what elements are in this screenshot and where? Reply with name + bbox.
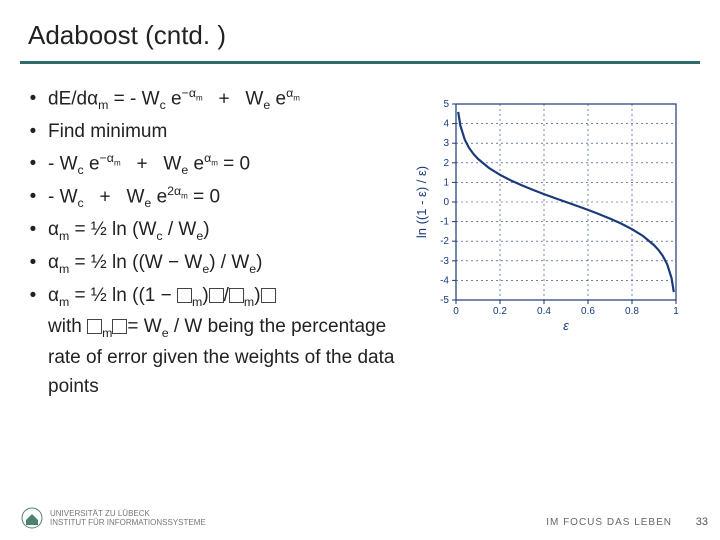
footer: UNIVERSITÄT ZU LÜBECK INSTITUT FÜR INFOR… <box>0 500 720 530</box>
page-number: 33 <box>696 516 708 528</box>
bullet-text: αm = ½ ln (Wc / We) <box>48 215 398 246</box>
bullet-text: - Wc e−αm + We eαm = 0 <box>48 149 398 180</box>
bullet-item: • Find minimum <box>28 117 398 146</box>
svg-text:-1: -1 <box>440 217 449 228</box>
chart-container: 0 0.2 0.4 0.6 0.8 1 -5 -4 -3 -2 -1 0 1 2 3 4 5 ε ln ((1 - … <box>412 84 692 404</box>
footer-institution-bottom: INSTITUT FÜR INFORMATIONSSYSTEME <box>50 518 206 527</box>
bullet-dot: • <box>28 149 38 180</box>
bullet-text: - Wc + We e2αm = 0 <box>48 182 398 213</box>
svg-text:-5: -5 <box>440 295 449 306</box>
chart-svg: 0 0.2 0.4 0.6 0.8 1 -5 -4 -3 -2 -1 0 1 2 3 4 5 ε ln ((1 - … <box>412 92 692 332</box>
svg-text:1: 1 <box>443 177 449 188</box>
svg-text:-3: -3 <box>440 256 449 267</box>
svg-text:0: 0 <box>443 197 449 208</box>
university-logo-icon <box>20 506 44 530</box>
svg-text:0: 0 <box>453 306 459 317</box>
svg-text:0.2: 0.2 <box>493 306 507 317</box>
bullet-dot: • <box>28 248 38 279</box>
bullet-dot: • <box>28 84 38 115</box>
bullet-text: Find minimum <box>48 117 398 146</box>
bullet-dot: • <box>28 215 38 246</box>
svg-text:0.8: 0.8 <box>625 306 639 317</box>
bullet-dot: • <box>28 281 38 402</box>
footer-institution: UNIVERSITÄT ZU LÜBECK INSTITUT FÜR INFOR… <box>50 509 206 527</box>
svg-text:-2: -2 <box>440 236 449 247</box>
slide-title: Adaboost (cntd. ) <box>0 0 720 61</box>
footer-logo: UNIVERSITÄT ZU LÜBECK INSTITUT FÜR INFOR… <box>20 506 206 530</box>
title-rule <box>20 61 700 64</box>
bullet-list: • dE/dαm = - Wc e−αm + We eαm • Find minimu… <box>28 84 398 404</box>
content-row: • dE/dαm = - Wc e−αm + We eαm • Find minimu… <box>0 78 720 404</box>
bullet-item: • - Wc + We e2αm = 0 <box>28 182 398 213</box>
bullet-item: • - Wc e−αm + We eαm = 0 <box>28 149 398 180</box>
svg-text:4: 4 <box>443 119 449 130</box>
bullet-item: •αm = ½ ln ((1 − m)/m)with m= We / W bei… <box>28 281 398 402</box>
bullet-dot: • <box>28 117 38 146</box>
footer-focus-text: IM FOCUS DAS LEBEN <box>546 517 672 528</box>
svg-text:2: 2 <box>443 158 449 169</box>
bullet-dot: • <box>28 182 38 213</box>
bullet-item: • αm = ½ ln (Wc / We) <box>28 215 398 246</box>
svg-text:5: 5 <box>443 99 449 110</box>
bullet-text: αm = ½ ln ((1 − m)/m)with m= We / W bein… <box>48 281 398 402</box>
bullet-text: dE/dαm = - Wc e−αm + We eαm <box>48 84 398 115</box>
bullet-item: • αm = ½ ln ((W − We) / We) <box>28 248 398 279</box>
svg-text:ln ((1 - ε) / ε): ln ((1 - ε) / ε) <box>414 166 429 238</box>
footer-institution-top: UNIVERSITÄT ZU LÜBECK <box>50 509 206 518</box>
svg-text:-4: -4 <box>440 275 449 286</box>
svg-text:0.6: 0.6 <box>581 306 595 317</box>
svg-text:1: 1 <box>673 306 679 317</box>
bullet-text: αm = ½ ln ((W − We) / We) <box>48 248 398 279</box>
svg-text:0.4: 0.4 <box>537 306 551 317</box>
bullet-item: • dE/dαm = - Wc e−αm + We eαm <box>28 84 398 115</box>
svg-text:3: 3 <box>443 138 449 149</box>
svg-text:ε: ε <box>563 318 569 332</box>
